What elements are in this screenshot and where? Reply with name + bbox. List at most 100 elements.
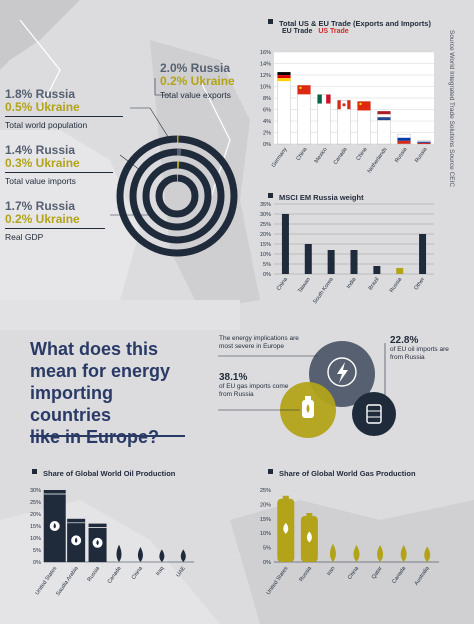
category-label: United States: [266, 566, 290, 597]
venn-gas: 38.1% of EU gas imports come from Russia: [219, 372, 289, 399]
gdp-russia: 1.7% Russia: [5, 199, 76, 213]
oil-pct: 22.8%: [390, 335, 419, 346]
y-tick-label: 20%: [260, 502, 271, 508]
bar-body: [317, 94, 331, 145]
venn-oil: 22.8% of EU oil imports are from Russia: [390, 335, 460, 362]
trade-chart-title: Total US & EU Trade (Exports and Imports…: [268, 13, 431, 31]
y-tick-label: 0%: [263, 560, 271, 566]
msci-bar-other: [419, 234, 427, 274]
gas-chart-title: Share of Global World Gas Production: [268, 463, 416, 481]
flag-stripe: [326, 94, 331, 104]
oil-bar-canada: [116, 544, 122, 562]
oil-bar-china: [137, 547, 143, 562]
stat-imports: 1.4% Russia 0.3% Ukraine Total value imp…: [5, 144, 113, 186]
population-ukraine: 0.5% Ukraine: [5, 100, 80, 114]
msci-bar-russia: [396, 268, 404, 274]
category-label: Qatar: [371, 566, 384, 581]
flag-stripe: [337, 100, 341, 110]
trade-bar-mexico: [317, 94, 331, 145]
bullet-square: [268, 469, 273, 475]
flag-star: [299, 86, 302, 90]
category-label: China: [131, 565, 145, 581]
trade-bar-netherlands: [377, 111, 391, 145]
gdp-rule: [5, 228, 105, 229]
oil-drop-shape: [74, 537, 78, 543]
bullet-square: [32, 469, 37, 475]
oil-bar-iraq: [159, 549, 165, 562]
stat-exports: 2.0% Russia 0.2% Ukraine Total value exp…: [160, 61, 235, 101]
oil-chart-title: Share of Global World Oil Production: [32, 463, 175, 481]
gas-cylinder-icon: [302, 396, 314, 418]
heading-line-3: importing countries: [30, 383, 113, 425]
category-label: Canada: [391, 565, 408, 585]
y-tick-label: 10%: [260, 252, 271, 258]
imports-label: Total value imports: [5, 176, 76, 186]
y-tick-label: 30%: [260, 212, 271, 218]
y-tick-label: 15%: [260, 242, 271, 248]
imports-rule: [5, 172, 113, 173]
flag-stripe: [347, 100, 351, 110]
y-tick-label: 25%: [260, 222, 271, 228]
y-tick-label: 16%: [260, 50, 271, 56]
source-note: Source World Integrated Trade Solutions …: [448, 30, 455, 188]
category-label: United States: [34, 566, 58, 597]
y-tick-label: 15%: [30, 524, 41, 530]
cylinder-valve: [306, 513, 313, 518]
category-label: Saudia Arabia: [55, 565, 80, 597]
trade-bar-russia: [397, 134, 411, 145]
oil-barrel-icon: [366, 404, 382, 424]
flag-stripe: [277, 75, 291, 79]
y-tick-label: 35%: [260, 202, 271, 208]
category-label: Russia: [298, 565, 313, 583]
oil-text: of EU oil imports are from Russia: [390, 346, 449, 361]
gas-chart: 0% 5% 10% 15% 20% 25% United States Russia Iran C…: [260, 488, 439, 597]
y-tick-label: 12%: [260, 73, 271, 79]
exports-ukraine: 0.2% Ukraine: [160, 74, 235, 88]
trade-chart: 0%2%4%6%8%10%12%14%16%Germany China Mexico…: [260, 50, 434, 174]
bar-body: [337, 100, 351, 145]
gas-bar-canada: [400, 545, 407, 562]
flag-stripe: [277, 72, 291, 76]
gdp-ukraine: 0.2% Ukraine: [5, 212, 80, 226]
flag-stripe: [377, 117, 391, 121]
category-label: China: [347, 565, 361, 581]
gas-pct: 38.1%: [219, 372, 248, 383]
oil-bar-uae: [180, 549, 186, 562]
exports-label: Total value exports: [160, 90, 231, 100]
y-tick-label: 5%: [33, 548, 41, 554]
y-tick-label: 10%: [260, 531, 271, 537]
gas-bar-australia: [424, 546, 431, 562]
flag-stripe: [417, 142, 431, 144]
oil-drop-shape: [96, 539, 99, 546]
gas-bar-china: [353, 545, 360, 562]
flag-field: [357, 101, 371, 111]
trade-bar-canada: [337, 100, 351, 145]
y-tick-label: 5%: [263, 262, 271, 268]
stat-gdp: 1.7% Russia 0.2% Ukraine Real GDP: [5, 200, 105, 242]
msci-chart: 0%5%10%15%20%25%30%35%China Taiwan South K…: [260, 202, 434, 305]
heading-line-4: like in Europe?: [30, 427, 160, 447]
gas-bar-qatar: [377, 545, 384, 562]
lightning-icon: [327, 357, 357, 387]
imports-russia: 1.4% Russia: [5, 143, 76, 157]
y-tick-label: 20%: [30, 512, 41, 518]
y-tick-label: 4%: [263, 119, 271, 125]
population-rule: [5, 116, 123, 117]
bullet-square: [268, 193, 273, 199]
flag-star: [359, 102, 362, 106]
y-tick-label: 14%: [260, 62, 271, 68]
flag-field: [297, 85, 311, 95]
flame-icon: [306, 531, 312, 543]
bar-body: [357, 101, 371, 145]
y-tick-label: 0%: [33, 560, 41, 566]
flag-stripe: [397, 137, 411, 141]
category-label: UAE: [176, 565, 188, 578]
y-tick-label: 0%: [263, 272, 271, 278]
msci-title: MSCI EM Russia weight: [279, 193, 364, 202]
heading-rule: [30, 435, 185, 437]
exports-russia: 2.0% Russia: [160, 61, 231, 75]
trade-bar-russia: [417, 140, 431, 145]
oil-bar-united-states: [43, 490, 66, 562]
flame-icon: [283, 522, 289, 534]
